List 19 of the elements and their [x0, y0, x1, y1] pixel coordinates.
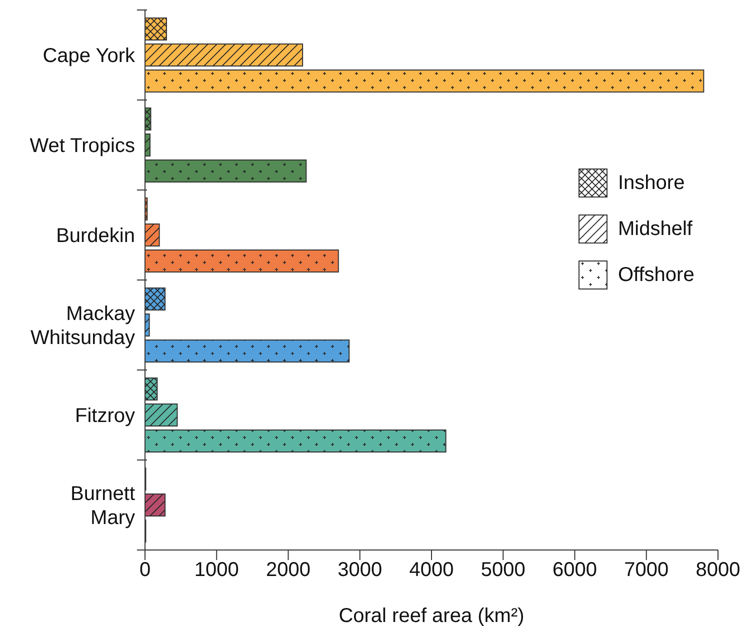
x-tick-label: 7000	[624, 559, 669, 582]
x-tick-label: 1000	[194, 559, 239, 582]
x-tick-label: 0	[139, 559, 151, 582]
x-tick-label: 2000	[266, 559, 310, 582]
x-tick-label: 4000	[409, 559, 454, 582]
y-tick-label: Burdekin	[56, 225, 135, 247]
y-tick-label: Burnett Mary	[70, 483, 136, 529]
text: Offshore	[618, 264, 694, 286]
y-tick-label: Fitzroy	[75, 405, 135, 427]
y-tick-label: Wet Tropics	[30, 135, 135, 157]
text: Inshore	[618, 172, 685, 194]
x-axis-title: Coral reef area (km²)	[338, 605, 524, 626]
x-tick-label: 5000	[480, 559, 526, 582]
text: Midshelf	[618, 218, 692, 240]
x-tick-label: 8000	[696, 559, 740, 582]
x-tick-label: 3000	[338, 559, 382, 582]
x-tick-label: 6000	[552, 559, 597, 582]
y-tick-label: Mackay Whitsunday	[30, 303, 135, 349]
y-tick-label: Cape York	[42, 45, 136, 67]
